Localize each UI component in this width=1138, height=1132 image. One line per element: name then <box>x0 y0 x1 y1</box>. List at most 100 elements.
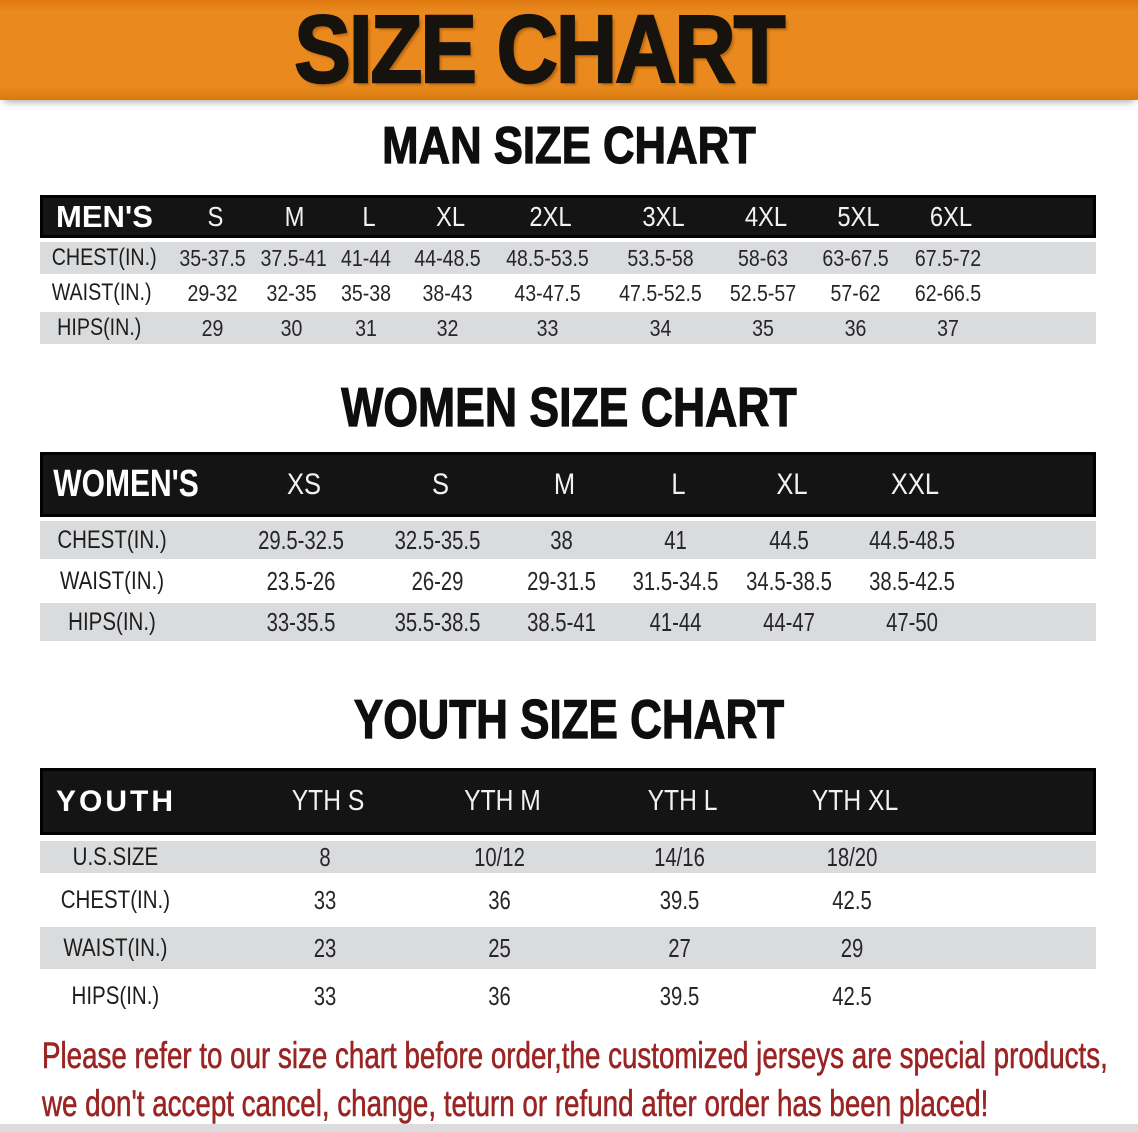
cell-value: 37.5-41 <box>260 244 327 271</box>
cell-value: 42.5 <box>832 884 872 915</box>
cell-value: 33 <box>313 884 337 915</box>
mens-size-table: MEN'S S M L XL 2XL 3XL 4XL 5XL 6XL CHEST… <box>40 195 1096 344</box>
mens-header-row: MEN'S S M L XL 2XL 3XL 4XL 5XL 6XL <box>40 195 1096 238</box>
cell-value: 63-67.5 <box>822 244 889 271</box>
row-label: CHEST(IN.) <box>57 525 167 554</box>
man-size-chart-title: MAN SIZE CHART <box>382 116 757 175</box>
mens-header-size-xl: XL <box>435 200 466 232</box>
cell-value: 30 <box>280 314 303 341</box>
youth-header-row: YOUTH YTH S YTH M YTH L YTH XL <box>40 768 1096 835</box>
cell-value: 39.5 <box>659 884 700 915</box>
row-label: HIPS(IN.) <box>68 607 156 636</box>
womens-header-row: WOMEN'S XS S M L XL XXL <box>40 452 1096 517</box>
womens-header-size-s: S <box>431 467 449 501</box>
mens-chest-row: CHEST(IN.) 35-37.5 37.5-41 41-44 44-48.5… <box>40 242 1096 274</box>
cell-value: 25 <box>488 932 511 963</box>
cell-value: 39.5 <box>659 980 700 1011</box>
cell-value: 38.5-41 <box>527 606 596 637</box>
footnote: Please refer to our size chart before or… <box>42 1032 1122 1128</box>
cell-value: 34 <box>649 314 672 341</box>
womens-chest-row: CHEST(IN.) 29.5-32.5 32.5-35.5 38 41 44.… <box>40 521 1096 559</box>
bottom-edge-strip <box>0 1124 1138 1132</box>
womens-header-size-xl: XL <box>776 467 808 501</box>
cell-value: 58-63 <box>737 244 788 271</box>
youth-waist-row: WAIST(IN.) 23 25 27 29 <box>40 927 1096 969</box>
cell-value: 29 <box>840 932 864 963</box>
cell-value: 44.5-48.5 <box>869 524 955 555</box>
cell-value: 38.5-42.5 <box>869 565 955 596</box>
cell-value: 41-44 <box>340 244 391 271</box>
cell-value: 14/16 <box>654 841 705 872</box>
cell-value: 26-29 <box>411 565 464 596</box>
cell-value: 31 <box>355 314 377 341</box>
row-label: HIPS(IN.) <box>57 314 142 341</box>
row-label: HIPS(IN.) <box>71 981 160 1010</box>
mens-hips-row: HIPS(IN.) 29 30 31 32 33 34 35 36 37 <box>40 312 1096 344</box>
youth-header-label: YOUTH <box>56 784 176 818</box>
row-label: WAIST(IN.) <box>60 566 165 595</box>
youth-ussize-row: U.S.SIZE 8 10/12 14/16 18/20 <box>40 841 1096 873</box>
cell-value: 10/12 <box>474 841 525 872</box>
womens-waist-row: WAIST(IN.) 23.5-26 26-29 29-31.5 31.5-34… <box>40 562 1096 600</box>
mens-header-size-m: M <box>284 200 305 232</box>
cell-value: 23.5-26 <box>266 565 336 596</box>
mens-header-label: MEN'S <box>56 198 153 234</box>
cell-value: 41 <box>664 524 687 555</box>
cell-value: 29 <box>201 314 224 341</box>
cell-value: 29.5-32.5 <box>258 524 344 555</box>
womens-header-size-l: L <box>671 467 686 501</box>
cell-value: 8 <box>319 841 331 872</box>
size-chart-banner: SIZE CHART <box>0 0 1138 103</box>
cell-value: 42.5 <box>832 980 872 1011</box>
cell-value: 32.5-35.5 <box>394 524 481 555</box>
cell-value: 52.5-57 <box>729 279 797 306</box>
mens-header-size-6xl: 6XL <box>929 200 973 232</box>
cell-value: 57-62 <box>830 279 881 306</box>
cell-value: 32 <box>436 314 459 341</box>
cell-value: 48.5-53.5 <box>506 244 589 271</box>
banner-title: SIZE CHART <box>293 0 786 103</box>
womens-header-label: WOMEN'S <box>53 463 199 505</box>
mens-header-size-4xl: 4XL <box>744 200 788 232</box>
cell-value: 33-35.5 <box>266 606 336 637</box>
mens-header-size-2xl: 2XL <box>529 200 572 232</box>
row-label: U.S.SIZE <box>72 842 159 871</box>
cell-value: 29-32 <box>187 279 238 306</box>
cell-value: 41-44 <box>649 606 702 637</box>
cell-value: 23 <box>313 932 337 963</box>
cell-value: 36 <box>488 980 511 1011</box>
row-label: CHEST(IN.) <box>51 244 157 271</box>
mens-header-size-5xl: 5XL <box>837 200 880 232</box>
youth-chest-row: CHEST(IN.) 33 36 39.5 42.5 <box>40 879 1096 921</box>
cell-value: 33 <box>313 980 337 1011</box>
cell-value: 37 <box>937 314 959 341</box>
youth-size-table: YOUTH YTH S YTH M YTH L YTH XL U.S.SIZE … <box>40 768 1096 1017</box>
mens-header-size-l: L <box>362 200 376 232</box>
cell-value: 32-35 <box>266 279 317 306</box>
mens-header-size-3xl: 3XL <box>642 200 685 232</box>
row-label: CHEST(IN.) <box>60 885 171 914</box>
cell-value: 33 <box>536 314 559 341</box>
cell-value: 29-31.5 <box>527 565 596 596</box>
cell-value: 47.5-52.5 <box>619 279 702 306</box>
youth-header-size-m: YTH M <box>464 785 541 817</box>
youth-hips-row: HIPS(IN.) 33 36 39.5 42.5 <box>40 975 1096 1017</box>
footnote-line-2: we don't accept cancel, change, teturn o… <box>42 1083 989 1125</box>
womens-hips-row: HIPS(IN.) 33-35.5 35.5-38.5 38.5-41 41-4… <box>40 603 1096 641</box>
mens-waist-row: WAIST(IN.) 29-32 32-35 35-38 38-43 43-47… <box>40 277 1096 309</box>
row-label: WAIST(IN.) <box>63 933 168 962</box>
cell-value: 35.5-38.5 <box>394 606 481 637</box>
youth-header-size-l: YTH L <box>647 785 718 817</box>
cell-value: 44.5 <box>769 524 809 555</box>
cell-value: 53.5-58 <box>627 244 694 271</box>
youth-size-chart-title: YOUTH SIZE CHART <box>353 687 785 750</box>
cell-value: 43-47.5 <box>514 279 581 306</box>
cell-value: 67.5-72 <box>914 244 982 271</box>
cell-value: 35-37.5 <box>179 244 246 271</box>
cell-value: 35-38 <box>340 279 391 306</box>
cell-value: 62-66.5 <box>914 279 982 306</box>
cell-value: 36 <box>488 884 511 915</box>
womens-header-size-m: M <box>553 467 576 501</box>
cell-value: 38-43 <box>422 279 473 306</box>
